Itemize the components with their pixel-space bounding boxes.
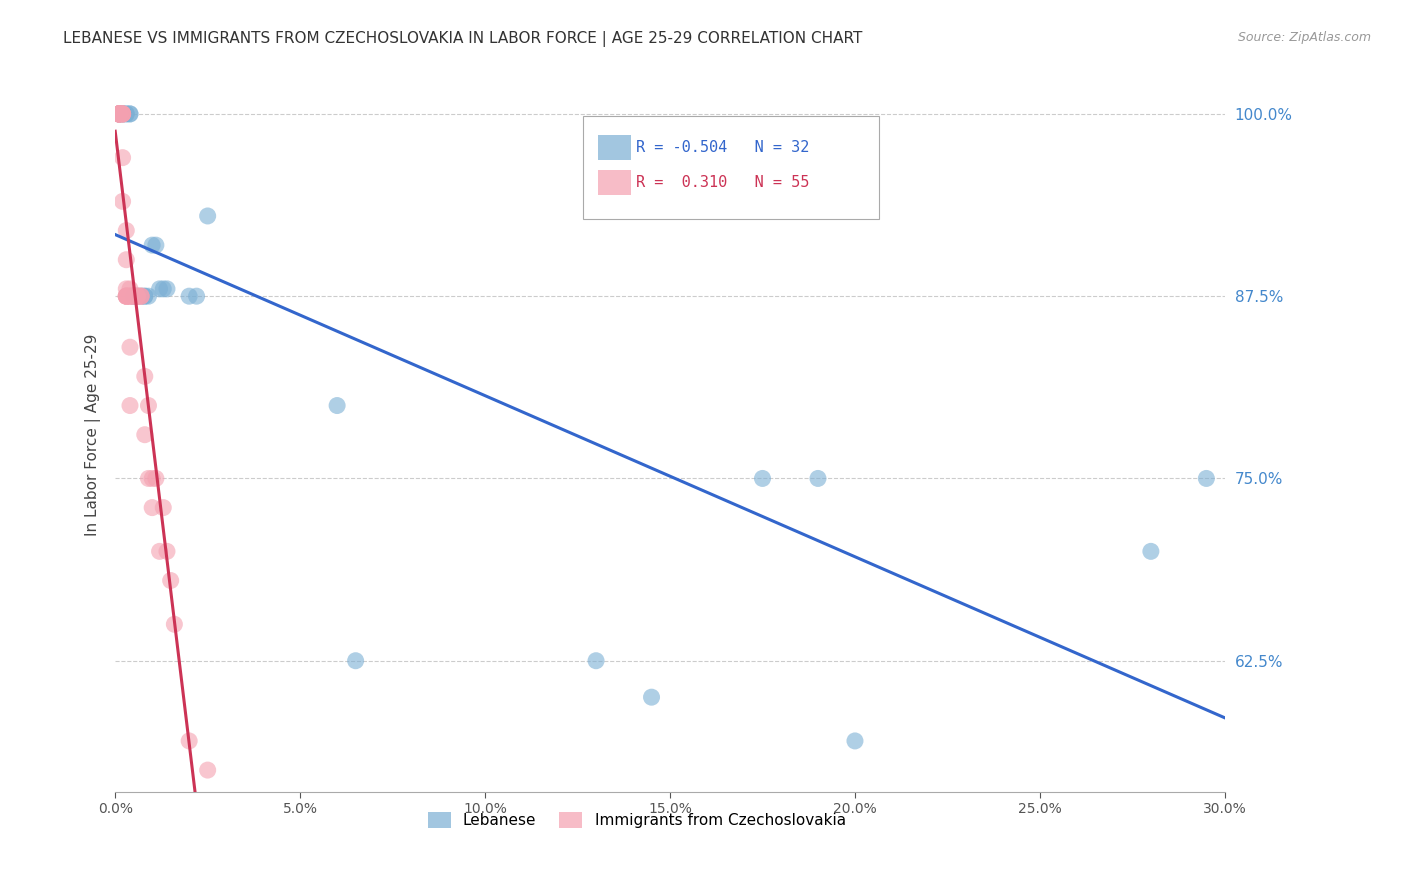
Point	[115, 289, 138, 303]
Point	[108, 107, 131, 121]
Point	[141, 500, 163, 515]
Legend: Lebanese, Immigrants from Czechoslovakia: Lebanese, Immigrants from Czechoslovakia	[422, 806, 852, 834]
Point	[115, 289, 138, 303]
Point	[108, 107, 131, 121]
Point	[118, 340, 141, 354]
Point	[163, 617, 186, 632]
Point	[138, 471, 160, 485]
Point	[134, 289, 156, 303]
Point	[118, 289, 141, 303]
Point	[118, 289, 141, 303]
Point	[111, 107, 134, 121]
Point	[111, 107, 134, 121]
Point	[179, 734, 201, 748]
Point	[129, 289, 152, 303]
Point	[145, 238, 167, 252]
Point	[1140, 544, 1163, 558]
Point	[111, 151, 134, 165]
Y-axis label: In Labor Force | Age 25-29: In Labor Force | Age 25-29	[86, 334, 101, 536]
Point	[129, 289, 152, 303]
Point	[111, 107, 134, 121]
Point	[134, 289, 156, 303]
Point	[807, 471, 830, 485]
Point	[115, 223, 138, 237]
Point	[152, 500, 174, 515]
Point	[1195, 471, 1218, 485]
Point	[134, 427, 156, 442]
Point	[141, 238, 163, 252]
Point	[159, 574, 181, 588]
Point	[111, 107, 134, 121]
Point	[585, 654, 607, 668]
Text: R =  0.310   N = 55: R = 0.310 N = 55	[636, 176, 808, 190]
Point	[111, 107, 134, 121]
Point	[156, 282, 179, 296]
Point	[122, 289, 145, 303]
Point	[111, 107, 134, 121]
Text: Source: ZipAtlas.com: Source: ZipAtlas.com	[1237, 31, 1371, 45]
Point	[148, 544, 170, 558]
Point	[186, 289, 208, 303]
Point	[115, 289, 138, 303]
Point	[108, 107, 131, 121]
Point	[152, 282, 174, 296]
Point	[111, 107, 134, 121]
Text: R = -0.504   N = 32: R = -0.504 N = 32	[636, 140, 808, 154]
Point	[127, 289, 149, 303]
Point	[129, 289, 152, 303]
Point	[145, 471, 167, 485]
Point	[108, 107, 131, 121]
Point	[179, 289, 201, 303]
Point	[141, 471, 163, 485]
Point	[156, 544, 179, 558]
Point	[122, 289, 145, 303]
Point	[127, 289, 149, 303]
Point	[108, 107, 131, 121]
Point	[108, 107, 131, 121]
Point	[118, 282, 141, 296]
Point	[326, 399, 349, 413]
Point	[115, 107, 138, 121]
Point	[122, 289, 145, 303]
Point	[129, 289, 152, 303]
Point	[115, 282, 138, 296]
Point	[751, 471, 773, 485]
Point	[844, 734, 866, 748]
Point	[127, 289, 149, 303]
Point	[108, 107, 131, 121]
Point	[134, 369, 156, 384]
Point	[122, 289, 145, 303]
Point	[138, 399, 160, 413]
Point	[108, 107, 131, 121]
Point	[118, 289, 141, 303]
Point	[127, 289, 149, 303]
Point	[115, 107, 138, 121]
Point	[197, 209, 219, 223]
Point	[118, 107, 141, 121]
Point	[108, 107, 131, 121]
Text: LEBANESE VS IMMIGRANTS FROM CZECHOSLOVAKIA IN LABOR FORCE | AGE 25-29 CORRELATIO: LEBANESE VS IMMIGRANTS FROM CZECHOSLOVAK…	[63, 31, 863, 47]
Point	[108, 107, 131, 121]
Point	[344, 654, 367, 668]
Point	[118, 289, 141, 303]
Point	[122, 289, 145, 303]
Point	[115, 289, 138, 303]
Point	[108, 107, 131, 121]
Point	[197, 763, 219, 777]
Point	[138, 289, 160, 303]
Point	[148, 282, 170, 296]
Point	[640, 690, 662, 705]
Point	[115, 289, 138, 303]
Point	[111, 194, 134, 209]
Point	[118, 107, 141, 121]
Point	[108, 107, 131, 121]
Point	[115, 252, 138, 267]
Point	[118, 399, 141, 413]
